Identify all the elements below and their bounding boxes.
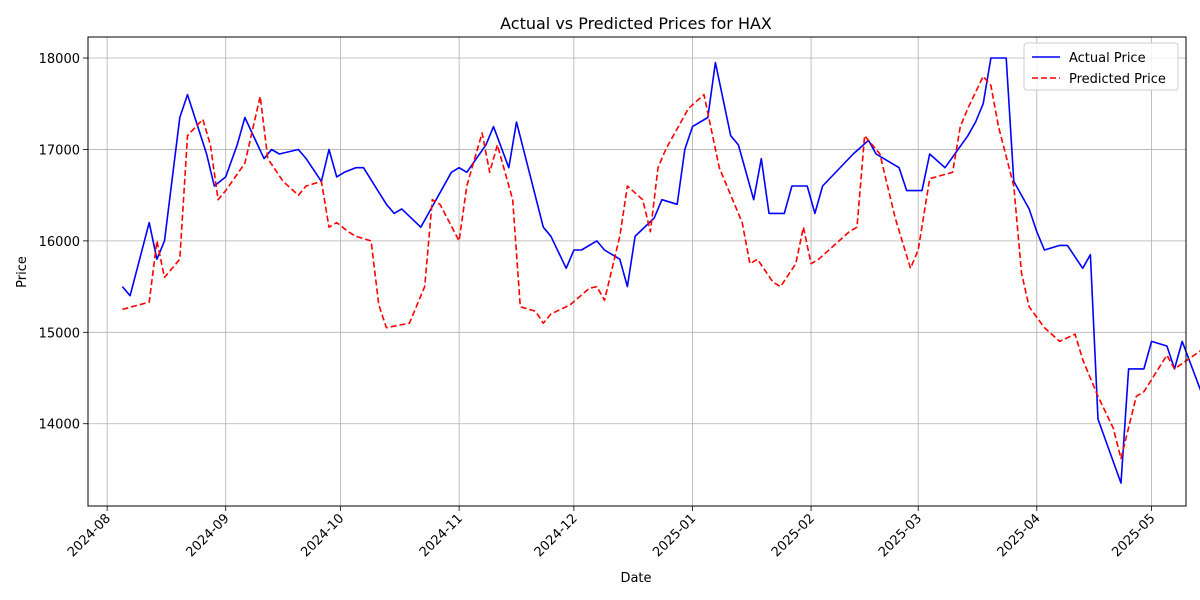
y-tick-label: 17000 <box>39 143 80 158</box>
y-axis-label: Price <box>15 256 30 288</box>
series-line-predicted <box>122 75 1200 460</box>
legend: Actual Price Predicted Price <box>1023 42 1179 91</box>
plot-frame <box>87 36 1187 507</box>
legend-label: Predicted Price <box>1069 72 1166 87</box>
y-tick-label: 15000 <box>39 326 80 341</box>
legend-label: Actual Price <box>1069 51 1146 66</box>
series-group <box>121 57 1200 484</box>
x-axis-label: Date <box>620 571 651 586</box>
legend-box <box>1023 42 1179 91</box>
y-tick-label: 14000 <box>39 418 80 433</box>
series-line-actual <box>121 57 1200 484</box>
y-tick-label: 16000 <box>39 235 80 250</box>
chart-title: Actual vs Predicted Prices for HAX <box>500 14 772 33</box>
y-tick-label: 18000 <box>39 52 80 67</box>
